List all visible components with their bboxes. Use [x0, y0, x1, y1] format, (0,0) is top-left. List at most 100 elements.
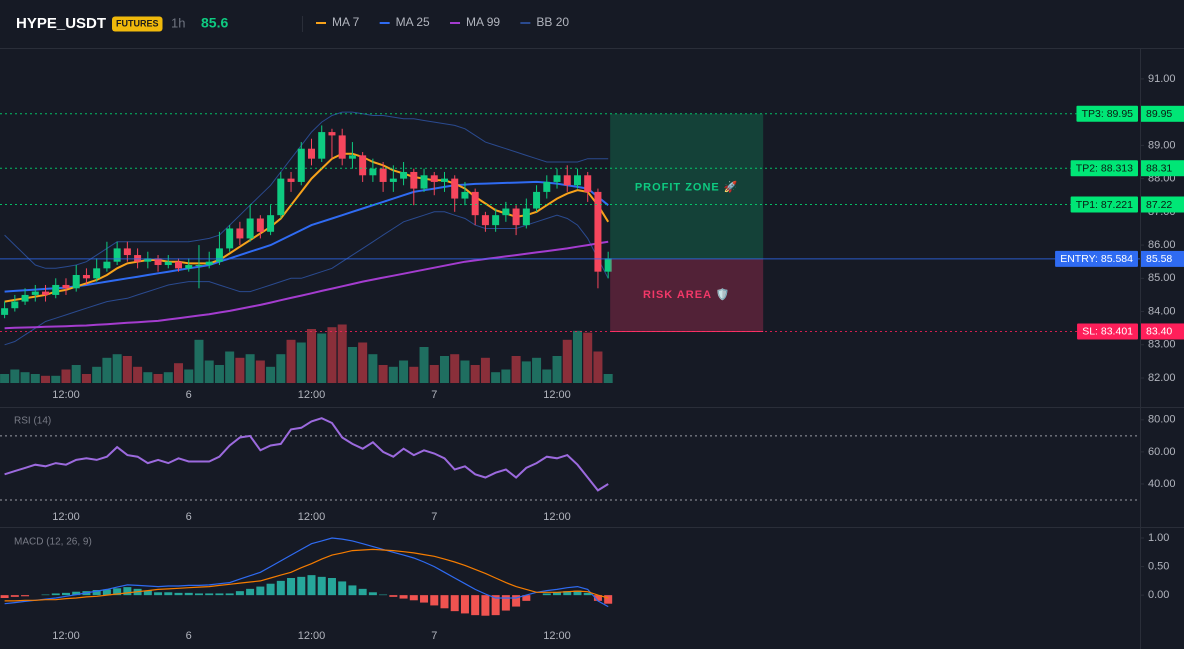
candle-body	[72, 274, 80, 289]
candle-body	[175, 261, 183, 269]
profit-zone-label: PROFIT ZONE 🚀	[635, 180, 739, 193]
volume-bar	[542, 369, 552, 383]
price-tag	[1141, 105, 1184, 122]
macd-histogram-bar	[113, 588, 122, 596]
y-tick-label: 86.00	[1148, 239, 1176, 251]
y-tick-label: 1.00	[1148, 532, 1169, 544]
candle-body	[123, 248, 131, 256]
x-tick-label: 6	[186, 389, 192, 401]
volume-bar	[235, 357, 245, 383]
macd-histogram-bar	[563, 591, 572, 596]
volume-bar	[204, 360, 214, 383]
volume-bar	[143, 372, 153, 383]
macd-histogram-bar	[246, 588, 255, 596]
price-tag	[1141, 250, 1184, 267]
macd-histogram-bar	[92, 590, 101, 596]
volume-bar	[133, 366, 143, 383]
volume-bar	[429, 365, 439, 383]
volume-bar	[337, 324, 347, 383]
legend-label: MA 25	[396, 15, 430, 29]
volume-bar	[51, 375, 61, 383]
candle-body	[543, 181, 551, 192]
moving-average	[4, 240, 609, 330]
candle-body	[246, 218, 254, 239]
macd-histogram-bar	[184, 592, 193, 596]
x-tick-label: 12:00	[543, 511, 571, 523]
macd-histogram-bar	[174, 592, 183, 596]
price-tag	[1141, 323, 1184, 340]
volume-bar	[20, 372, 30, 383]
candle-body	[267, 215, 275, 232]
macd-histogram-bar	[72, 591, 81, 596]
macd-histogram-bar	[327, 578, 336, 596]
volume-bar	[102, 357, 112, 383]
macd-histogram-bar	[420, 595, 429, 603]
candle-body	[277, 178, 285, 216]
macd-histogram-bar	[409, 595, 418, 601]
volume-bar	[358, 342, 368, 383]
y-tick-label: 85.00	[1148, 272, 1176, 284]
rsi-title: RSI (14)	[14, 416, 51, 427]
candle-body	[31, 291, 39, 295]
level-label: SL: 83.401	[1082, 326, 1133, 338]
volume-bar	[368, 354, 378, 383]
macd-histogram-bar	[368, 592, 377, 596]
macd-histogram-bar	[389, 595, 398, 597]
candle-body	[348, 155, 356, 159]
volume-bar	[0, 374, 10, 383]
x-tick-label: 12:00	[52, 630, 80, 642]
x-tick-label: 12:00	[298, 389, 326, 401]
bollinger-lower	[4, 211, 609, 346]
macd-histogram-bar	[164, 592, 173, 596]
volume-bar	[480, 357, 490, 383]
level-label: TP3: 89.95	[1082, 108, 1134, 120]
x-tick-label: 12:00	[298, 511, 326, 523]
moving-average	[4, 180, 609, 293]
badge	[112, 16, 163, 32]
macd-histogram-bar	[225, 593, 234, 596]
volume-bar	[245, 354, 255, 383]
candle-body	[573, 175, 581, 186]
volume-bar	[112, 354, 122, 383]
x-tick-label: 7	[431, 630, 437, 642]
y-tick-label: 82.00	[1148, 372, 1176, 384]
volume-bar	[41, 375, 51, 383]
volume-bar	[225, 351, 235, 383]
macd-histogram-bar	[61, 592, 70, 596]
candle-body	[430, 175, 438, 182]
last-price: 85.6	[201, 15, 228, 31]
macd-histogram-bar	[491, 595, 500, 616]
x-tick-label: 7	[431, 511, 437, 523]
x-tick-label: 6	[186, 511, 192, 523]
macd-line	[4, 548, 609, 602]
macd-histogram-bar	[154, 592, 163, 596]
candle-body	[82, 274, 90, 279]
symbol: HYPE_USDT	[16, 15, 106, 32]
candle-body	[93, 268, 101, 279]
price-tag-label: 88.31	[1146, 162, 1172, 174]
x-tick-label: 12:00	[543, 630, 571, 642]
y-tick-label: 84.00	[1148, 305, 1176, 317]
macd-histogram-bar	[287, 578, 296, 596]
price-tag-label: 85.58	[1146, 253, 1172, 265]
volume-bar	[122, 356, 132, 383]
volume-bar	[184, 369, 194, 383]
x-tick-label: 6	[186, 630, 192, 642]
level-label: TP2: 88.313	[1076, 162, 1133, 174]
macd-histogram-bar	[522, 595, 531, 601]
volume-bar	[296, 342, 306, 383]
y-tick-label: 0.00	[1148, 589, 1169, 601]
candle-body	[52, 284, 60, 295]
volume-bar	[194, 339, 204, 383]
volume-bar	[419, 347, 429, 383]
level-tag	[1076, 105, 1138, 122]
candle-body	[471, 191, 479, 216]
candle-body	[215, 248, 223, 262]
volume-bar	[439, 356, 449, 383]
macd-histogram-bar	[10, 595, 19, 597]
volume-bar	[307, 329, 316, 383]
macd-histogram-bar	[440, 595, 449, 609]
x-tick-label: 12:00	[298, 630, 326, 642]
